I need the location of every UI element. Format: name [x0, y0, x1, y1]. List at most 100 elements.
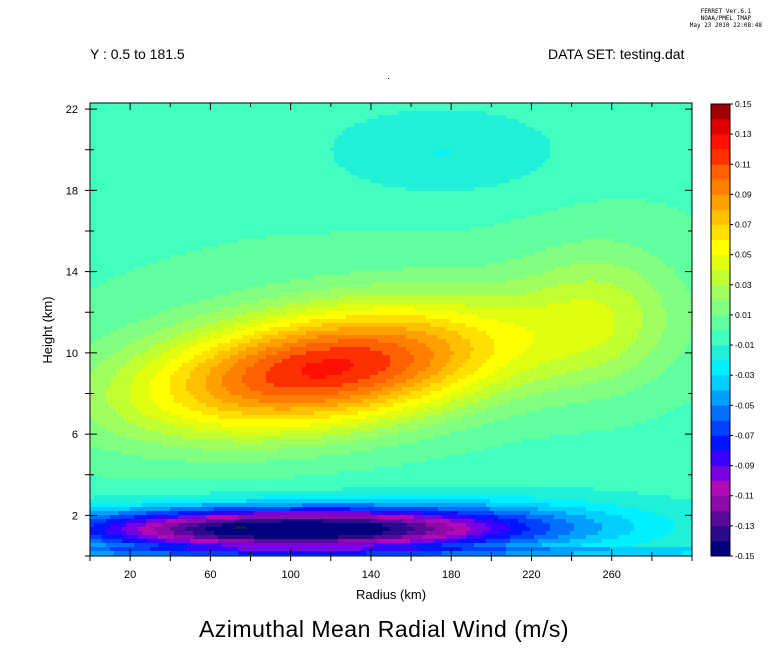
field-cell [154, 351, 159, 356]
field-cell [142, 107, 147, 112]
field-cell [102, 215, 107, 220]
field-cell [150, 155, 155, 160]
field-cell [218, 227, 223, 232]
field-cell [134, 423, 139, 428]
field-cell [250, 439, 255, 444]
field-cell [262, 323, 267, 328]
field-cell [230, 451, 235, 456]
field-cell [258, 219, 263, 224]
field-cell [98, 359, 103, 364]
field-cell [214, 479, 219, 484]
field-cell [114, 459, 119, 464]
field-cell [142, 311, 147, 316]
field-cell [110, 239, 115, 244]
field-cell [126, 399, 131, 404]
field-cell [194, 263, 199, 268]
field-cell [158, 107, 163, 112]
field-cell [150, 171, 155, 176]
field-cell [114, 499, 119, 504]
field-cell [254, 247, 259, 252]
field-cell [198, 411, 203, 416]
field-cell [258, 167, 263, 172]
field-cell [214, 487, 219, 492]
field-cell [170, 247, 175, 252]
field-cell [130, 231, 135, 236]
field-cell [122, 159, 127, 164]
field-cell [186, 115, 191, 120]
field-cell [214, 311, 219, 316]
field-cell [142, 191, 147, 196]
field-cell [106, 399, 111, 404]
field-cell [126, 119, 131, 124]
field-cell [238, 139, 243, 144]
field-cell [134, 551, 139, 556]
field-cell [202, 207, 207, 212]
field-cell [130, 499, 135, 504]
field-cell [158, 355, 163, 360]
field-cell [162, 239, 167, 244]
field-cell [198, 299, 203, 304]
field-cell [190, 275, 195, 280]
field-cell [198, 459, 203, 464]
field-cell [106, 311, 111, 316]
field-cell [158, 179, 163, 184]
field-cell [106, 435, 111, 440]
field-cell [146, 423, 151, 428]
field-cell [94, 451, 99, 456]
field-cell [98, 439, 103, 444]
field-cell [118, 239, 123, 244]
field-cell [190, 111, 195, 116]
field-cell [254, 499, 259, 504]
field-cell [230, 407, 235, 412]
field-cell [186, 279, 191, 284]
field-cell [102, 507, 107, 512]
field-cell [130, 131, 135, 136]
field-cell [146, 523, 151, 528]
field-cell [222, 519, 227, 524]
field-cell [94, 439, 99, 444]
field-cell [194, 163, 199, 168]
field-cell [154, 539, 159, 544]
field-cell [230, 507, 235, 512]
field-cell [234, 399, 239, 404]
field-cell [118, 167, 123, 172]
field-cell [178, 199, 183, 204]
field-cell [122, 199, 127, 204]
field-cell [166, 223, 171, 228]
field-cell [138, 371, 143, 376]
field-cell [234, 359, 239, 364]
field-cell [262, 403, 267, 408]
field-cell [262, 219, 267, 224]
field-cell [246, 151, 251, 156]
field-cell [98, 299, 103, 304]
field-cell [146, 267, 151, 272]
field-cell [222, 275, 227, 280]
field-cell [130, 503, 135, 508]
field-cell [102, 407, 107, 412]
field-cell [254, 307, 259, 312]
field-cell [126, 283, 131, 288]
field-cell [186, 267, 191, 272]
field-cell [242, 319, 247, 324]
field-cell [206, 519, 211, 524]
field-cell [230, 367, 235, 372]
field-cell [162, 247, 167, 252]
field-cell [210, 335, 215, 340]
field-cell [94, 507, 99, 512]
field-cell [254, 355, 259, 360]
field-cell [218, 467, 223, 472]
field-cell [246, 383, 251, 388]
field-cell [202, 275, 207, 280]
field-cell [90, 395, 95, 400]
field-cell [214, 451, 219, 456]
field-cell [190, 171, 195, 176]
field-cell [226, 315, 231, 320]
field-cell [234, 543, 239, 548]
field-cell [230, 171, 235, 176]
field-cell [130, 183, 135, 188]
field-cell [110, 379, 115, 384]
field-cell [174, 259, 179, 264]
field-cell [246, 267, 251, 272]
field-cell [166, 439, 171, 444]
field-cell [150, 387, 155, 392]
